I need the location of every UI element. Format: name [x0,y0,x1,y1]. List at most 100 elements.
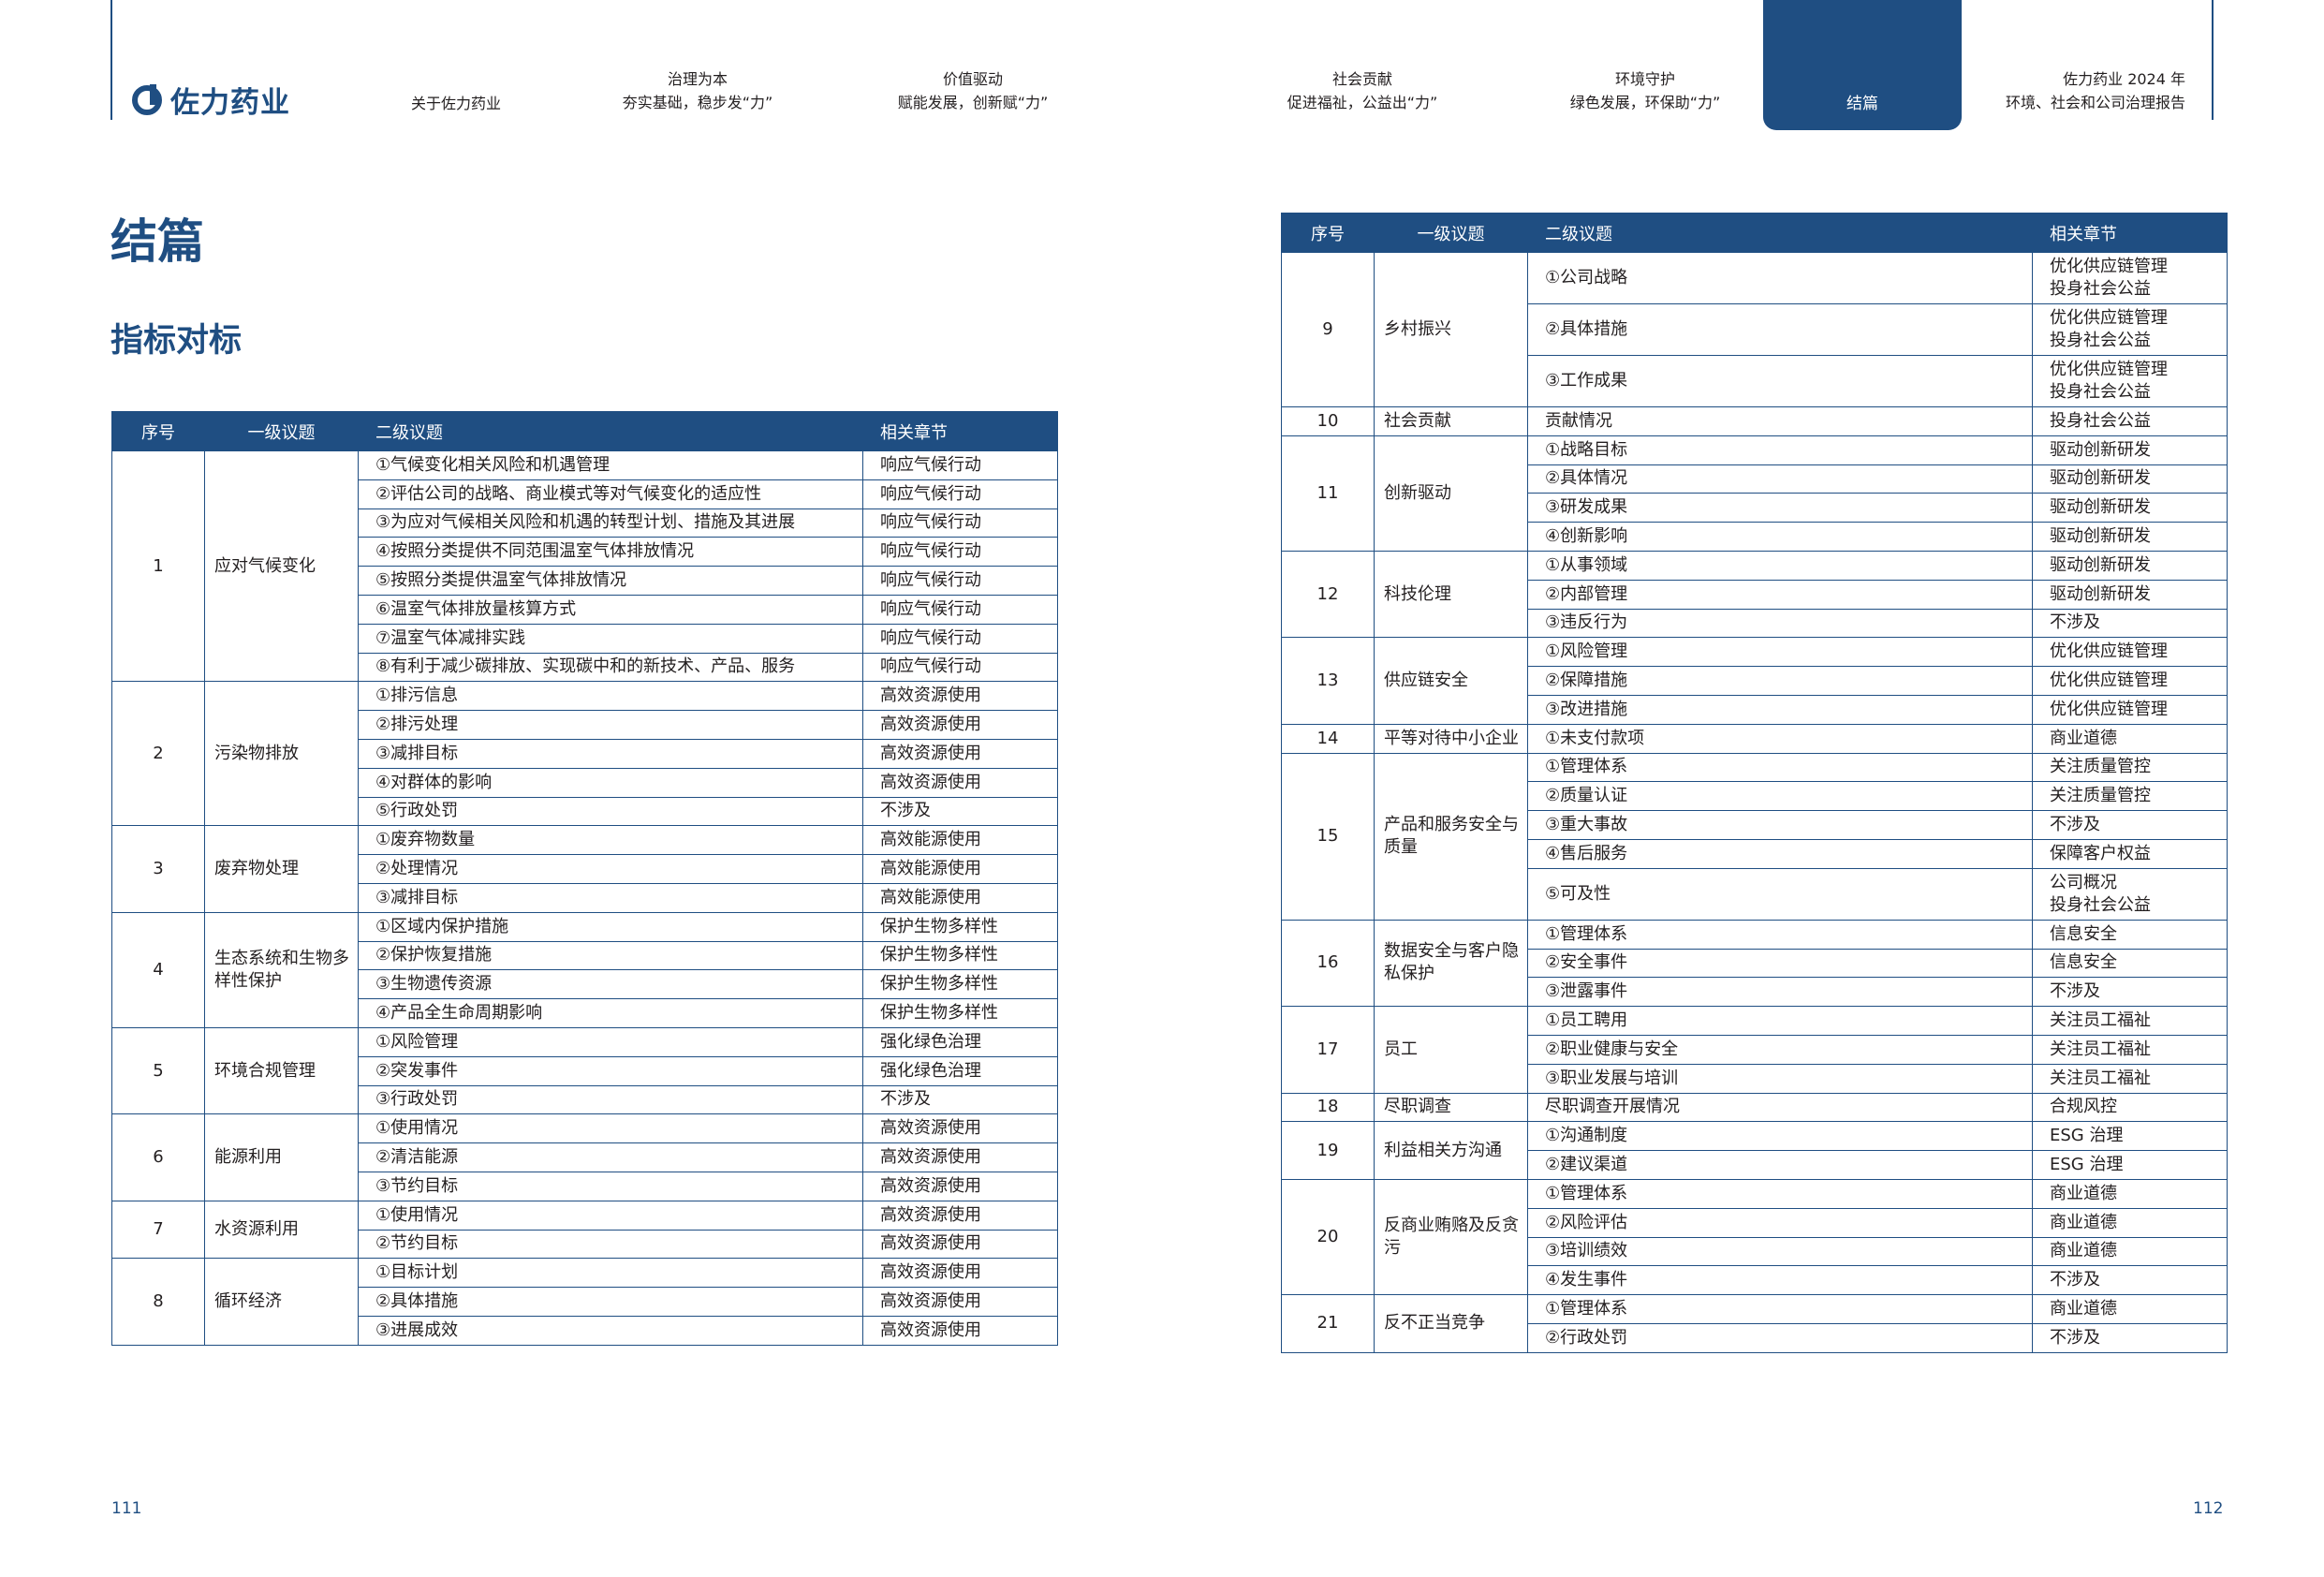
level2-topic: ①目标计划 [358,1258,863,1289]
row-number: 16 [1281,919,1375,1008]
level2-topic: ③泄露事件 [1527,977,2033,1008]
level2-topic: ①战略目标 [1527,435,2033,465]
level1-topic: 水资源利用 [204,1200,359,1260]
table-row: 13 供应链安全 ①风险管理 优化供应链管理 [1281,637,2228,725]
level2-topic: ⑤按照分类提供温室气体排放情况 [358,566,863,596]
table-row: 12 科技伦理 ①从事领域 驱动创新研发 [1281,550,2228,639]
row-number: 2 [111,681,205,827]
row-number: 7 [111,1200,205,1260]
table-row: 19 利益相关方沟通 ①沟通制度 ESG 治理 [1281,1121,2228,1180]
table-row: ②清洁能源 高效资源使用 [112,1142,1058,1172]
row-number: 19 [1281,1121,1375,1180]
level2-topic: ⑤可及性 [1527,867,2033,921]
related-chapter: 投身社会公益 [2032,406,2228,436]
row-number: 11 [1281,435,1375,552]
nav-tab-conclusion-active[interactable]: 结篇 [1763,0,1962,130]
nav-tab-governance[interactable]: 治理为本 夯实基础，稳步发“力” [623,67,773,114]
related-chapter: 商业道德 [2032,1207,2228,1238]
level2-topic: ③节约目标 [358,1171,863,1201]
related-chapter: 关注员工福祉 [2032,1006,2228,1036]
level2-topic: ②具体情况 [1527,464,2033,494]
level2-topic: ③工作成果 [1527,355,2033,407]
nav-tab-value[interactable]: 价值驱动 赋能发展，创新赋“力” [898,67,1049,114]
level1-topic: 应对气候变化 [204,450,359,683]
related-chapter: 信息安全 [2032,948,2228,979]
level2-topic: ②保护恢复措施 [358,940,863,971]
table-row: ②具体措施 优化供应链管理 投身社会公益 [1282,303,2228,356]
brand-name: 佐力药业 [170,86,290,120]
table-row: ⑤可及性 公司概况 投身社会公益 [1282,867,2228,921]
table-row: 8 循环经济 ①目标计划 高效资源使用 [111,1258,1058,1346]
level2-topic: ⑥温室气体排放量核算方式 [358,594,863,625]
brand-logo[interactable]: 佐力药业 [131,79,290,121]
level2-topic: ②行政处罚 [1527,1322,2033,1353]
table-row: 15 产品和服务安全与质量 ①管理体系 关注质量管控 [1281,752,2228,921]
related-chapter: 不涉及 [2032,977,2228,1008]
level2-topic: ④发生事件 [1527,1265,2033,1296]
page-number-right: 112 [2193,1499,2224,1518]
report-title: 佐力药业 2024 年 环境、社会和公司治理报告 [2006,67,2185,114]
related-chapter: 优化供应链管理 [2032,637,2228,668]
level2-topic: ③进展成效 [358,1315,863,1346]
related-chapter: 商业道德 [2032,723,2228,754]
header-no: 序号 [1281,213,1375,253]
related-chapter: 合规风控 [2032,1092,2228,1123]
table-row: 3 废弃物处理 ①废弃物数量 高效能源使用 [111,825,1058,913]
table-row: ③生物遗传资源 保护生物多样性 [112,969,1058,1000]
level2-topic: 贡献情况 [1527,406,2033,436]
level1-topic: 废弃物处理 [204,825,359,913]
related-chapter: 不涉及 [2032,608,2228,639]
related-chapter: 响应气候行动 [862,450,1058,480]
level2-topic: ③减排目标 [358,882,863,913]
related-chapter: 高效资源使用 [862,1315,1058,1346]
table-row: ⑧有利于减少碳排放、实现碳中和的新技术、产品、服务 响应气候行动 [112,652,1058,683]
related-chapter: 驱动创新研发 [2032,464,2228,494]
row-number: 14 [1281,723,1375,754]
row-number: 9 [1281,252,1375,407]
level1-topic: 供应链安全 [1374,637,1528,725]
nav-tab-label: 价值驱动 [942,70,1003,88]
level2-topic: ②风险评估 [1527,1207,2033,1238]
nav-tab-label: 关于佐力药业 [410,95,502,112]
level1-topic: 数据安全与客户隐私保护 [1374,919,1528,1008]
report-title-year: 佐力药业 2024 年 [2063,70,2186,88]
nav-tab-label: 社会贡献 [1331,70,1392,88]
table-row: ③进展成效 高效资源使用 [112,1315,1058,1346]
table-row: ④售后服务 保障客户权益 [1282,838,2228,869]
table-row: 10 社会贡献 贡献情况 投身社会公益 [1281,406,2228,436]
level2-topic: ②处理情况 [358,854,863,884]
level1-topic: 利益相关方沟通 [1374,1121,1528,1180]
related-chapter: 公司概况 投身社会公益 [2032,867,2228,921]
related-chapter: 响应气候行动 [862,479,1058,509]
header-chapter: 相关章节 [2032,213,2228,253]
table-row: ③培训绩效 商业道德 [1282,1236,2228,1267]
level2-topic: ①风险管理 [1527,637,2033,668]
level1-topic: 反商业贿赂及反贪污 [1374,1178,1528,1296]
level2-topic: ②具体措施 [1527,303,2033,356]
related-chapter: 响应气候行动 [862,594,1058,625]
header-level1: 一级议题 [204,411,359,451]
table-row: ③行政处罚 不涉及 [112,1084,1058,1115]
level2-topic: ②职业健康与安全 [1527,1034,2033,1065]
level2-topic: ①使用情况 [358,1113,863,1144]
level2-topic: ②建议渠道 [1527,1150,2033,1180]
related-chapter: 驱动创新研发 [2032,493,2228,523]
table-row: 7 水资源利用 ①使用情况 高效资源使用 [111,1200,1058,1260]
table-row: ③为应对气候相关风险和机遇的转型计划、措施及其进展 响应气候行动 [112,508,1058,538]
level2-topic: ②质量认证 [1527,781,2033,812]
nav-tab-environment[interactable]: 环境守护 绿色发展，环保助“力” [1570,67,1721,114]
related-chapter: 不涉及 [2032,810,2228,840]
nav-tab-social[interactable]: 社会贡献 促进福祉，公益出“力” [1287,67,1438,114]
nav-tab-sublabel: 赋能发展，创新赋“力” [897,94,1049,111]
related-chapter: 高效资源使用 [862,1142,1058,1172]
level2-topic: ①未支付款项 [1527,723,2033,754]
related-chapter: 不涉及 [2032,1322,2228,1353]
table-row: 4 生态系统和生物多样性保护 ①区域内保护措施 保护生物多样性 [111,911,1058,1028]
nav-tab-about[interactable]: 关于佐力药业 [411,92,501,115]
level2-topic: ③违反行为 [1527,608,2033,639]
table-row: ②保护恢复措施 保护生物多样性 [112,940,1058,971]
header-level1: 一级议题 [1374,213,1528,253]
related-chapter: 商业道德 [2032,1236,2228,1267]
table-row: 21 反不正当竞争 ①管理体系 商业道德 [1281,1294,2228,1353]
nav-tab-label: 环境守护 [1614,70,1675,88]
